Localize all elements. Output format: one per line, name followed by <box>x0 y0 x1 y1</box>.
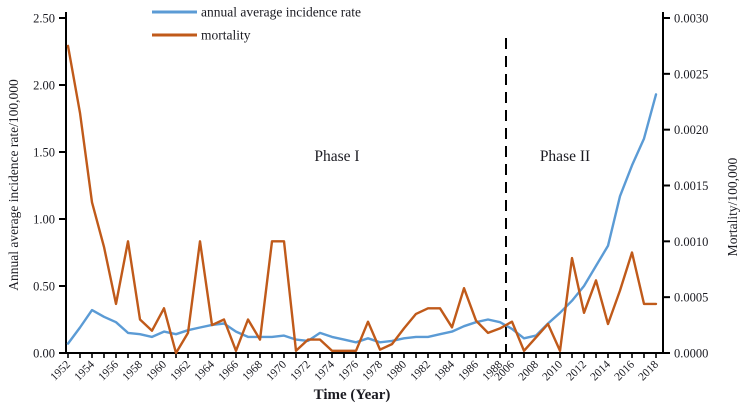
mortality-line <box>66 44 658 355</box>
phase2-label: Phase II <box>540 148 590 165</box>
left-axis-tick-label: 1.00 <box>33 213 55 227</box>
right-axis-tick-label: 0.0015 <box>674 179 708 193</box>
right-axis-tick-label: 0.0030 <box>674 12 708 26</box>
x-axis-title: Time (Year) <box>314 387 391 403</box>
right-axis-tick-label: 0.0000 <box>674 347 708 361</box>
right-axis-tick-label: 0.0010 <box>674 235 708 249</box>
incidence-rate-line <box>66 93 658 345</box>
left-axis-tick-label: 2.50 <box>33 12 55 26</box>
left-axis-tick-label: 2.00 <box>33 79 55 93</box>
legend-label-mortality: mortality <box>201 28 251 43</box>
left-axis-tick-label: 0.00 <box>33 347 55 361</box>
right-axis-tick-label: 0.0025 <box>674 67 708 81</box>
right-axis-tick-label: 0.0005 <box>674 291 708 305</box>
legend-label-incidence: annual average incidence rate <box>201 5 361 20</box>
left-axis-tick-label: 1.50 <box>33 146 55 160</box>
right-axis-title: Mortality/100,000 <box>725 157 740 256</box>
right-axis-tick-label: 0.0020 <box>674 123 708 137</box>
left-axis-title: Annual average incidence rate/100,000 <box>6 79 21 291</box>
left-axis-tick-label: 0.50 <box>33 280 55 294</box>
phase1-label: Phase I <box>314 148 359 165</box>
